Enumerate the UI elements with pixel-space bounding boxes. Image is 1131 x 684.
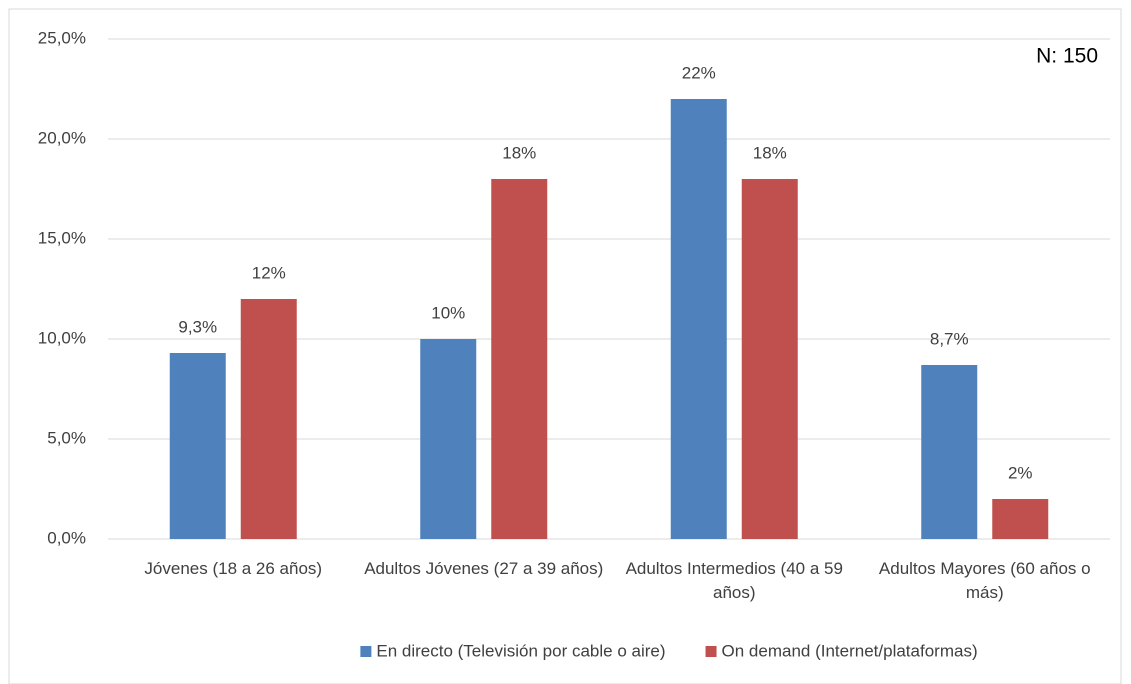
- legend-swatch: [360, 646, 372, 657]
- bar: [741, 179, 798, 539]
- bar: [491, 179, 548, 539]
- data-label: 10%: [431, 303, 465, 322]
- bar: [992, 499, 1049, 539]
- x-tick-label: Adultos Intermedios (40 a 59 años): [625, 559, 843, 602]
- bar: [169, 353, 226, 539]
- bar: [240, 299, 297, 539]
- chart-border: [8, 8, 1122, 684]
- data-label: 2%: [1008, 463, 1033, 482]
- bar: [921, 365, 978, 539]
- data-label: 12%: [252, 263, 286, 282]
- y-tick-label: 5,0%: [47, 428, 86, 447]
- x-tick-label: Adultos Jóvenes (27 a 39 años): [364, 559, 604, 578]
- data-label: 18%: [502, 143, 536, 162]
- data-label: 8,7%: [930, 329, 969, 348]
- annotation: N: 150: [1036, 45, 1098, 68]
- bar: [670, 99, 727, 539]
- bar: [420, 339, 477, 539]
- y-tick-label: 20,0%: [38, 128, 86, 147]
- data-label: 9,3%: [178, 317, 217, 336]
- data-label: 18%: [753, 143, 787, 162]
- y-tick-label: 10,0%: [38, 328, 86, 347]
- y-tick-label: 25,0%: [38, 28, 86, 47]
- legend-label: En directo (Televisión por cable o aire): [376, 641, 665, 660]
- x-tick-label: Adultos Mayores (60 años o más): [878, 559, 1091, 602]
- legend-label: On demand (Internet/plataformas): [722, 641, 978, 660]
- x-tick-label: Jóvenes (18 a 26 años): [144, 559, 323, 578]
- legend-swatch: [705, 646, 717, 657]
- data-label: 22%: [682, 63, 716, 82]
- y-tick-label: 15,0%: [38, 228, 86, 247]
- y-tick-label: 0,0%: [47, 528, 86, 547]
